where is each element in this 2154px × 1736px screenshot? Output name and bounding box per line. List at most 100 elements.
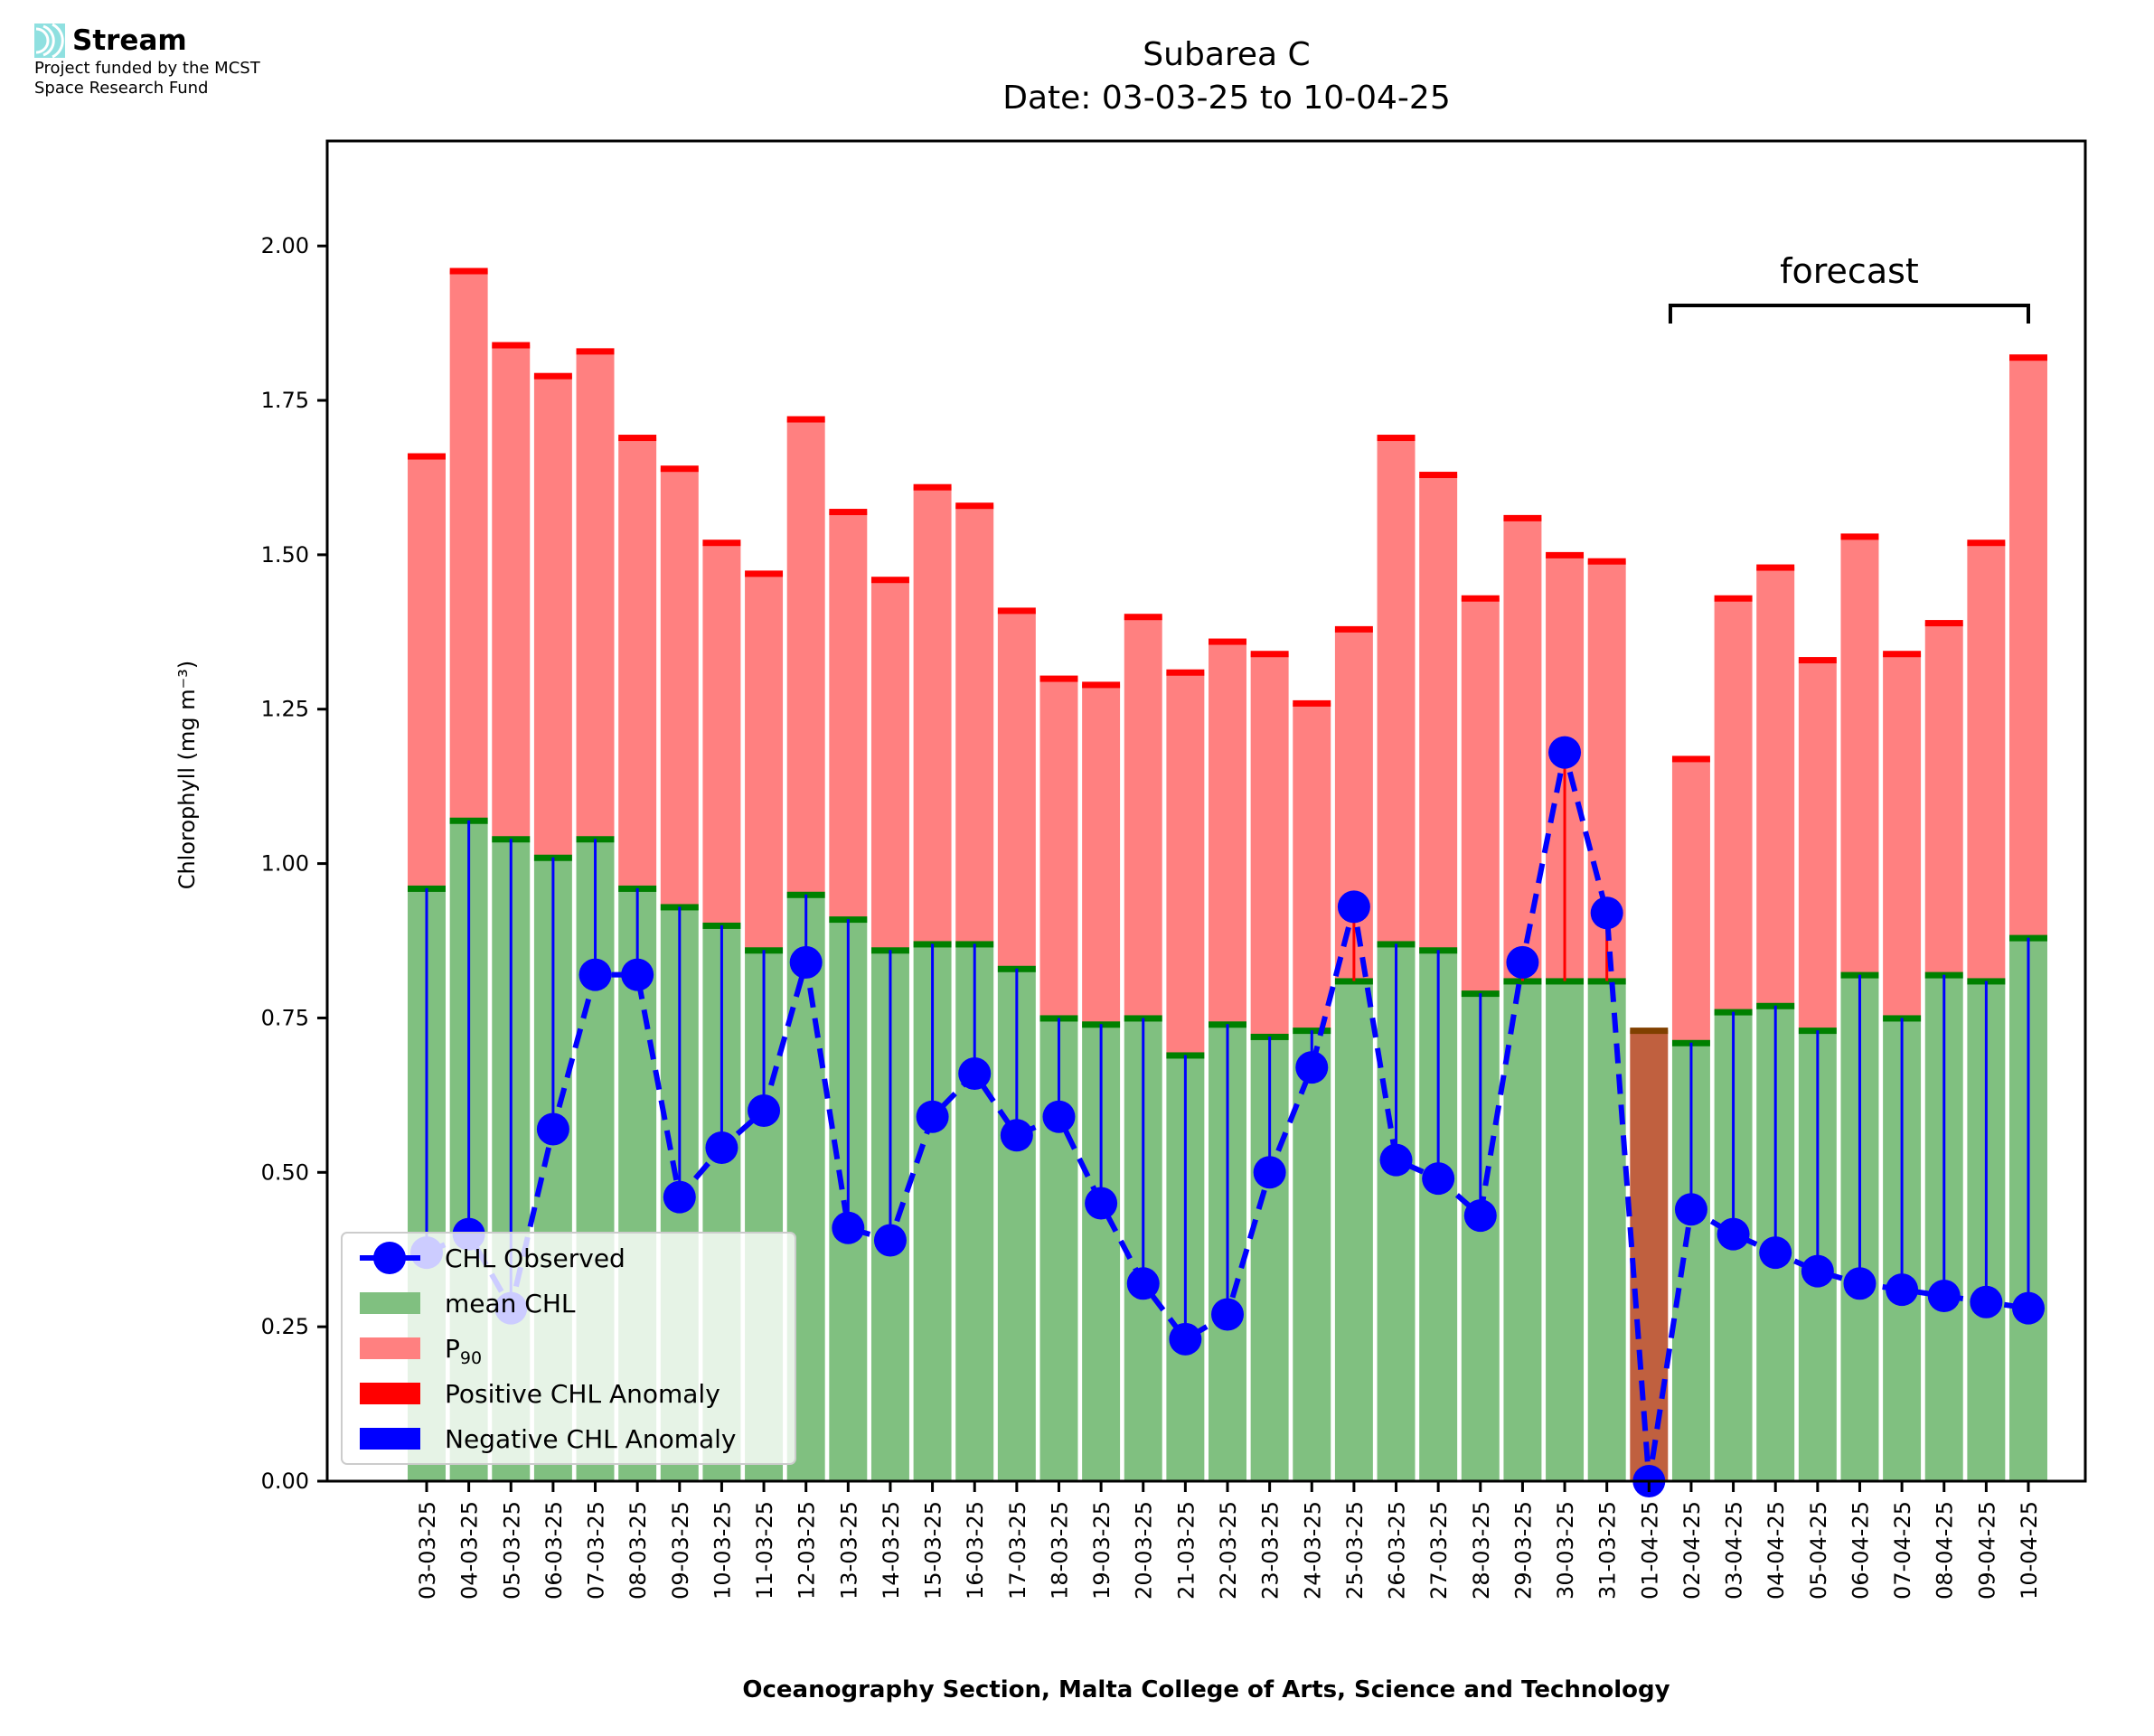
p90-bar <box>913 486 952 944</box>
p90-bar <box>1671 758 1710 1043</box>
observed-point <box>1548 736 1582 769</box>
x-tick-label: 18-03-25 <box>1047 1501 1072 1600</box>
x-tick-label: 07-03-25 <box>584 1501 609 1600</box>
p90-bar <box>533 375 572 858</box>
p90-bar <box>576 351 615 840</box>
legend-label: CHL Observed <box>445 1243 626 1273</box>
p90-cap <box>1546 551 1585 558</box>
mean-cap <box>1503 978 1542 985</box>
p90-bar <box>1293 702 1331 1031</box>
x-tick-label: 06-04-25 <box>1848 1501 1873 1600</box>
p90-bar <box>1377 437 1416 944</box>
p90-cap <box>1714 595 1753 602</box>
observed-point <box>1379 1143 1413 1177</box>
legend-label: Positive CHL Anomaly <box>445 1379 720 1409</box>
observed-point <box>621 958 654 991</box>
anomaly-stems-group <box>425 752 2030 1339</box>
y-tick-label: 0.75 <box>261 1005 309 1030</box>
observed-point <box>1674 1193 1707 1226</box>
observed-point <box>832 1211 865 1244</box>
observed-point <box>748 1093 781 1127</box>
p90-bar <box>1039 678 1078 1018</box>
p90-cap <box>1419 472 1458 479</box>
x-tick-label: 04-04-25 <box>1764 1501 1789 1600</box>
observed-point <box>1422 1162 1455 1196</box>
p90-cap <box>1377 435 1416 442</box>
p90-cap <box>870 577 909 584</box>
y-tick-label: 0.00 <box>261 1469 309 1494</box>
forecast-annotation: forecast <box>1668 251 2030 324</box>
mean-cap <box>1587 978 1626 985</box>
x-tick-label: 03-04-25 <box>1722 1501 1747 1600</box>
observed-point <box>1463 1199 1497 1233</box>
observed-point <box>1970 1285 2003 1318</box>
p90-cap <box>1293 699 1331 707</box>
y-tick-label: 1.75 <box>261 388 309 413</box>
p90-cap <box>955 502 994 510</box>
x-tick-label: 30-03-25 <box>1553 1501 1578 1600</box>
p90-cap <box>829 509 868 516</box>
p90-cap <box>660 465 699 473</box>
p90-bar <box>1082 684 1121 1025</box>
y-tick-label: 2.00 <box>261 233 309 258</box>
observed-point <box>663 1180 696 1214</box>
p90-cap <box>997 607 1036 615</box>
p90-cap <box>1039 675 1078 682</box>
observed-point <box>1211 1298 1244 1331</box>
y-tick-label: 1.25 <box>261 697 309 722</box>
x-axis-label: Oceanography Section, Malta College of A… <box>742 1676 1670 1703</box>
p90-bar <box>660 468 699 907</box>
p90-cap <box>1334 625 1373 633</box>
p90-cap <box>576 348 615 355</box>
p90-cap <box>913 483 952 491</box>
p90-cap <box>1209 638 1246 645</box>
observed-point <box>873 1224 907 1257</box>
x-tick-label: 28-03-25 <box>1469 1501 1494 1600</box>
p90-cap <box>2009 354 2047 361</box>
p90-bar <box>1209 641 1246 1025</box>
observed-point <box>958 1056 992 1090</box>
legend-swatch <box>360 1383 420 1404</box>
p90-cap <box>1671 755 1710 763</box>
p90-bar <box>2009 357 2047 938</box>
p90-cap <box>702 540 741 547</box>
x-tick-label: 09-03-25 <box>668 1501 693 1600</box>
observed-point <box>1590 896 1623 930</box>
p90-cap <box>408 453 446 460</box>
observed-point <box>1085 1187 1118 1220</box>
x-tick-label: 10-03-25 <box>710 1501 735 1600</box>
p90-bar <box>1756 567 1795 1006</box>
legend-swatch <box>360 1337 420 1359</box>
x-tick-label: 02-04-25 <box>1679 1501 1705 1600</box>
p90-bar <box>1503 517 1542 981</box>
x-tick-label: 15-03-25 <box>921 1501 946 1600</box>
p90-bar <box>1967 542 2006 981</box>
x-tick-label: 31-03-25 <box>1595 1501 1621 1600</box>
x-tick-label: 24-03-25 <box>1300 1501 1325 1600</box>
observed-point <box>536 1112 569 1146</box>
p90-bar <box>1419 474 1458 951</box>
x-tick-label: 14-03-25 <box>879 1501 904 1600</box>
p90-bar <box>449 270 488 821</box>
p90-cap <box>533 372 572 380</box>
funding-line-2: Space Research Fund <box>34 79 209 98</box>
observed-point <box>578 958 612 991</box>
x-tick-label: 27-03-25 <box>1426 1501 1452 1600</box>
x-tick-label: 09-04-25 <box>1974 1501 1999 1600</box>
observed-point <box>1337 890 1370 924</box>
x-tick-label: 19-03-25 <box>1089 1501 1115 1600</box>
p90-bar <box>1883 653 1922 1018</box>
observed-point <box>1126 1267 1160 1300</box>
p90-cap <box>1587 558 1626 565</box>
y-tick-label: 0.50 <box>261 1159 309 1185</box>
observed-point <box>1000 1119 1033 1152</box>
p90-bar <box>702 542 741 925</box>
x-tick-label: 04-03-25 <box>457 1501 483 1600</box>
x-tick-label: 08-04-25 <box>1933 1501 1958 1600</box>
x-tick-label: 22-03-25 <box>1216 1501 1241 1600</box>
p90-bar <box>1124 616 1162 1018</box>
observed-point <box>1717 1217 1750 1251</box>
chart-title: Subarea C <box>1143 36 1310 73</box>
stream-logo: Stream Project funded by the MCST Space … <box>34 23 260 98</box>
mean-bar <box>1587 981 1626 1481</box>
